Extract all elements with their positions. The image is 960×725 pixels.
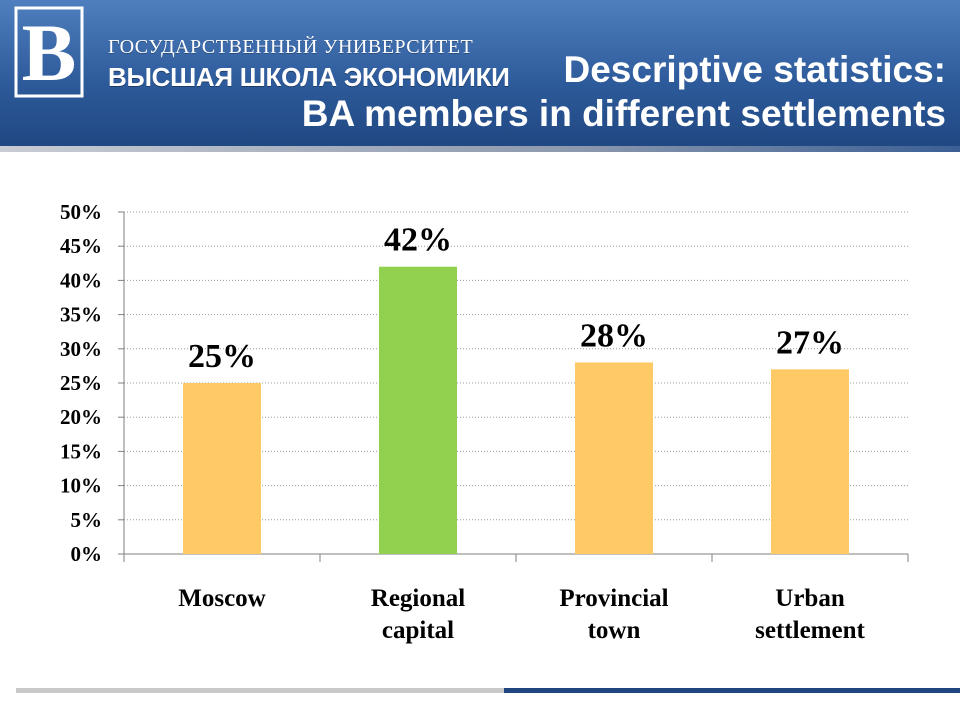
slide-title-line2: BA members in different settlements [301, 93, 946, 134]
x-category-label: Urban [775, 585, 845, 612]
bar [183, 383, 261, 554]
y-tick-label: 0% [71, 542, 103, 566]
footer-bar-gray [16, 688, 504, 693]
university-name-line2: ВЫСШАЯ ШКОЛА ЭКОНОМИКИ [108, 62, 510, 92]
bar [575, 362, 653, 554]
header-divider [0, 146, 960, 152]
y-tick-label: 25% [60, 371, 102, 395]
slide-title-line1: Descriptive statistics: [563, 49, 946, 90]
data-label: 27% [776, 324, 844, 361]
y-tick-label: 15% [60, 439, 102, 463]
bar [379, 266, 457, 554]
university-name-line1: ГОСУДАРСТВЕННЫЙ УНИВЕРСИТЕТ [108, 36, 474, 58]
x-category-label: capital [382, 617, 454, 644]
x-category-label: settlement [755, 617, 865, 644]
y-tick-label: 40% [60, 268, 102, 292]
footer-bar-blue [504, 688, 960, 693]
x-category-label: Moscow [178, 585, 265, 612]
data-label: 42% [384, 222, 452, 259]
y-tick-label: 35% [60, 303, 102, 327]
bar [771, 369, 849, 554]
slide-header: B ГОСУДАРСТВЕННЫЙ УНИВЕРСИТЕТ ВЫСШАЯ ШКО… [0, 0, 960, 152]
data-label: 25% [188, 338, 256, 375]
y-tick-label: 50% [60, 200, 102, 224]
hse-logo-icon: B [14, 6, 84, 98]
slide-title: Descriptive statistics: BA members in di… [146, 48, 946, 136]
x-category-label: town [588, 617, 641, 644]
y-tick-label: 10% [60, 474, 102, 498]
x-category-label: Regional [371, 585, 466, 612]
y-tick-label: 5% [71, 508, 103, 532]
data-label: 28% [580, 317, 648, 354]
x-category-label: Provincial [559, 585, 668, 612]
y-tick-label: 30% [60, 337, 102, 361]
logo-letter: B [22, 7, 77, 98]
y-tick-label: 45% [60, 234, 102, 258]
y-tick-label: 20% [60, 405, 102, 429]
